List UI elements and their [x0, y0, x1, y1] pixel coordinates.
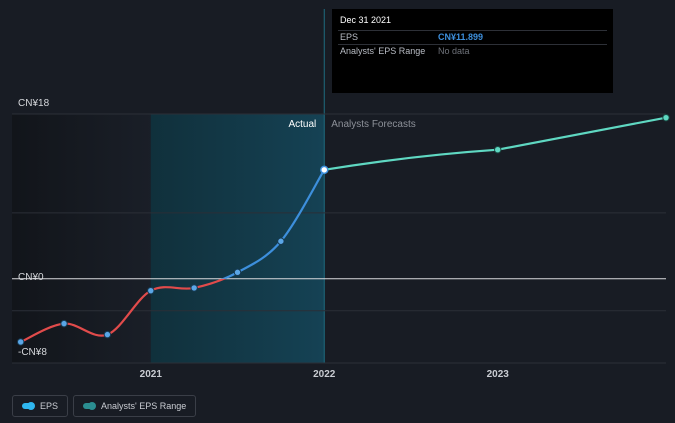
forecast-label: Analysts Forecasts: [331, 119, 415, 130]
legend-item-eps[interactable]: EPS: [12, 395, 69, 417]
tooltip-value: CN¥11.899: [438, 32, 484, 42]
tooltip-date: Dec 31 2021: [340, 15, 392, 25]
y-axis-label: -CN¥8: [18, 347, 47, 358]
actual-label: Actual: [288, 119, 316, 130]
forecast-point: [494, 146, 502, 154]
forecast-point: [662, 113, 670, 122]
y-axis-label: CN¥18: [18, 98, 50, 109]
actual-region-shade: [12, 114, 151, 363]
tooltip-row-range: Analysts' EPS Range No data: [338, 44, 607, 58]
eps-point: [60, 319, 68, 328]
eps-point: [147, 286, 155, 295]
x-tick-label: 2022: [313, 369, 336, 380]
recent-region-shade: [150, 114, 325, 363]
forecast-line: [324, 116, 667, 171]
tooltip-row-eps: EPS CN¥11.899: [338, 30, 607, 44]
tooltip-key: EPS: [340, 32, 359, 42]
x-tick-label: 2023: [487, 369, 510, 380]
eps-point: [277, 237, 285, 245]
eps-point: [320, 165, 329, 175]
legend-item-eps-range[interactable]: Analysts' EPS Range: [73, 395, 197, 417]
eps-point: [190, 284, 198, 292]
legend-swatch-icon: [22, 402, 35, 410]
tooltip-value: No data: [438, 46, 470, 56]
legend-swatch-icon: [83, 402, 97, 410]
eps-point: [16, 338, 25, 346]
y-axis-label: CN¥0: [18, 272, 44, 283]
x-tick-label: 2021: [140, 369, 163, 380]
eps-point: [103, 330, 112, 339]
data-tooltip: Dec 31 2021 EPS CN¥11.899 Analysts' EPS …: [332, 9, 613, 93]
tooltip-key: Analysts' EPS Range: [340, 46, 426, 56]
legend-label: Analysts' EPS Range: [101, 401, 187, 411]
eps-line-negative: [20, 278, 227, 343]
chart-legend: EPS Analysts' EPS Range: [12, 395, 197, 417]
legend-label: EPS: [40, 401, 59, 411]
eps-point: [233, 268, 242, 277]
